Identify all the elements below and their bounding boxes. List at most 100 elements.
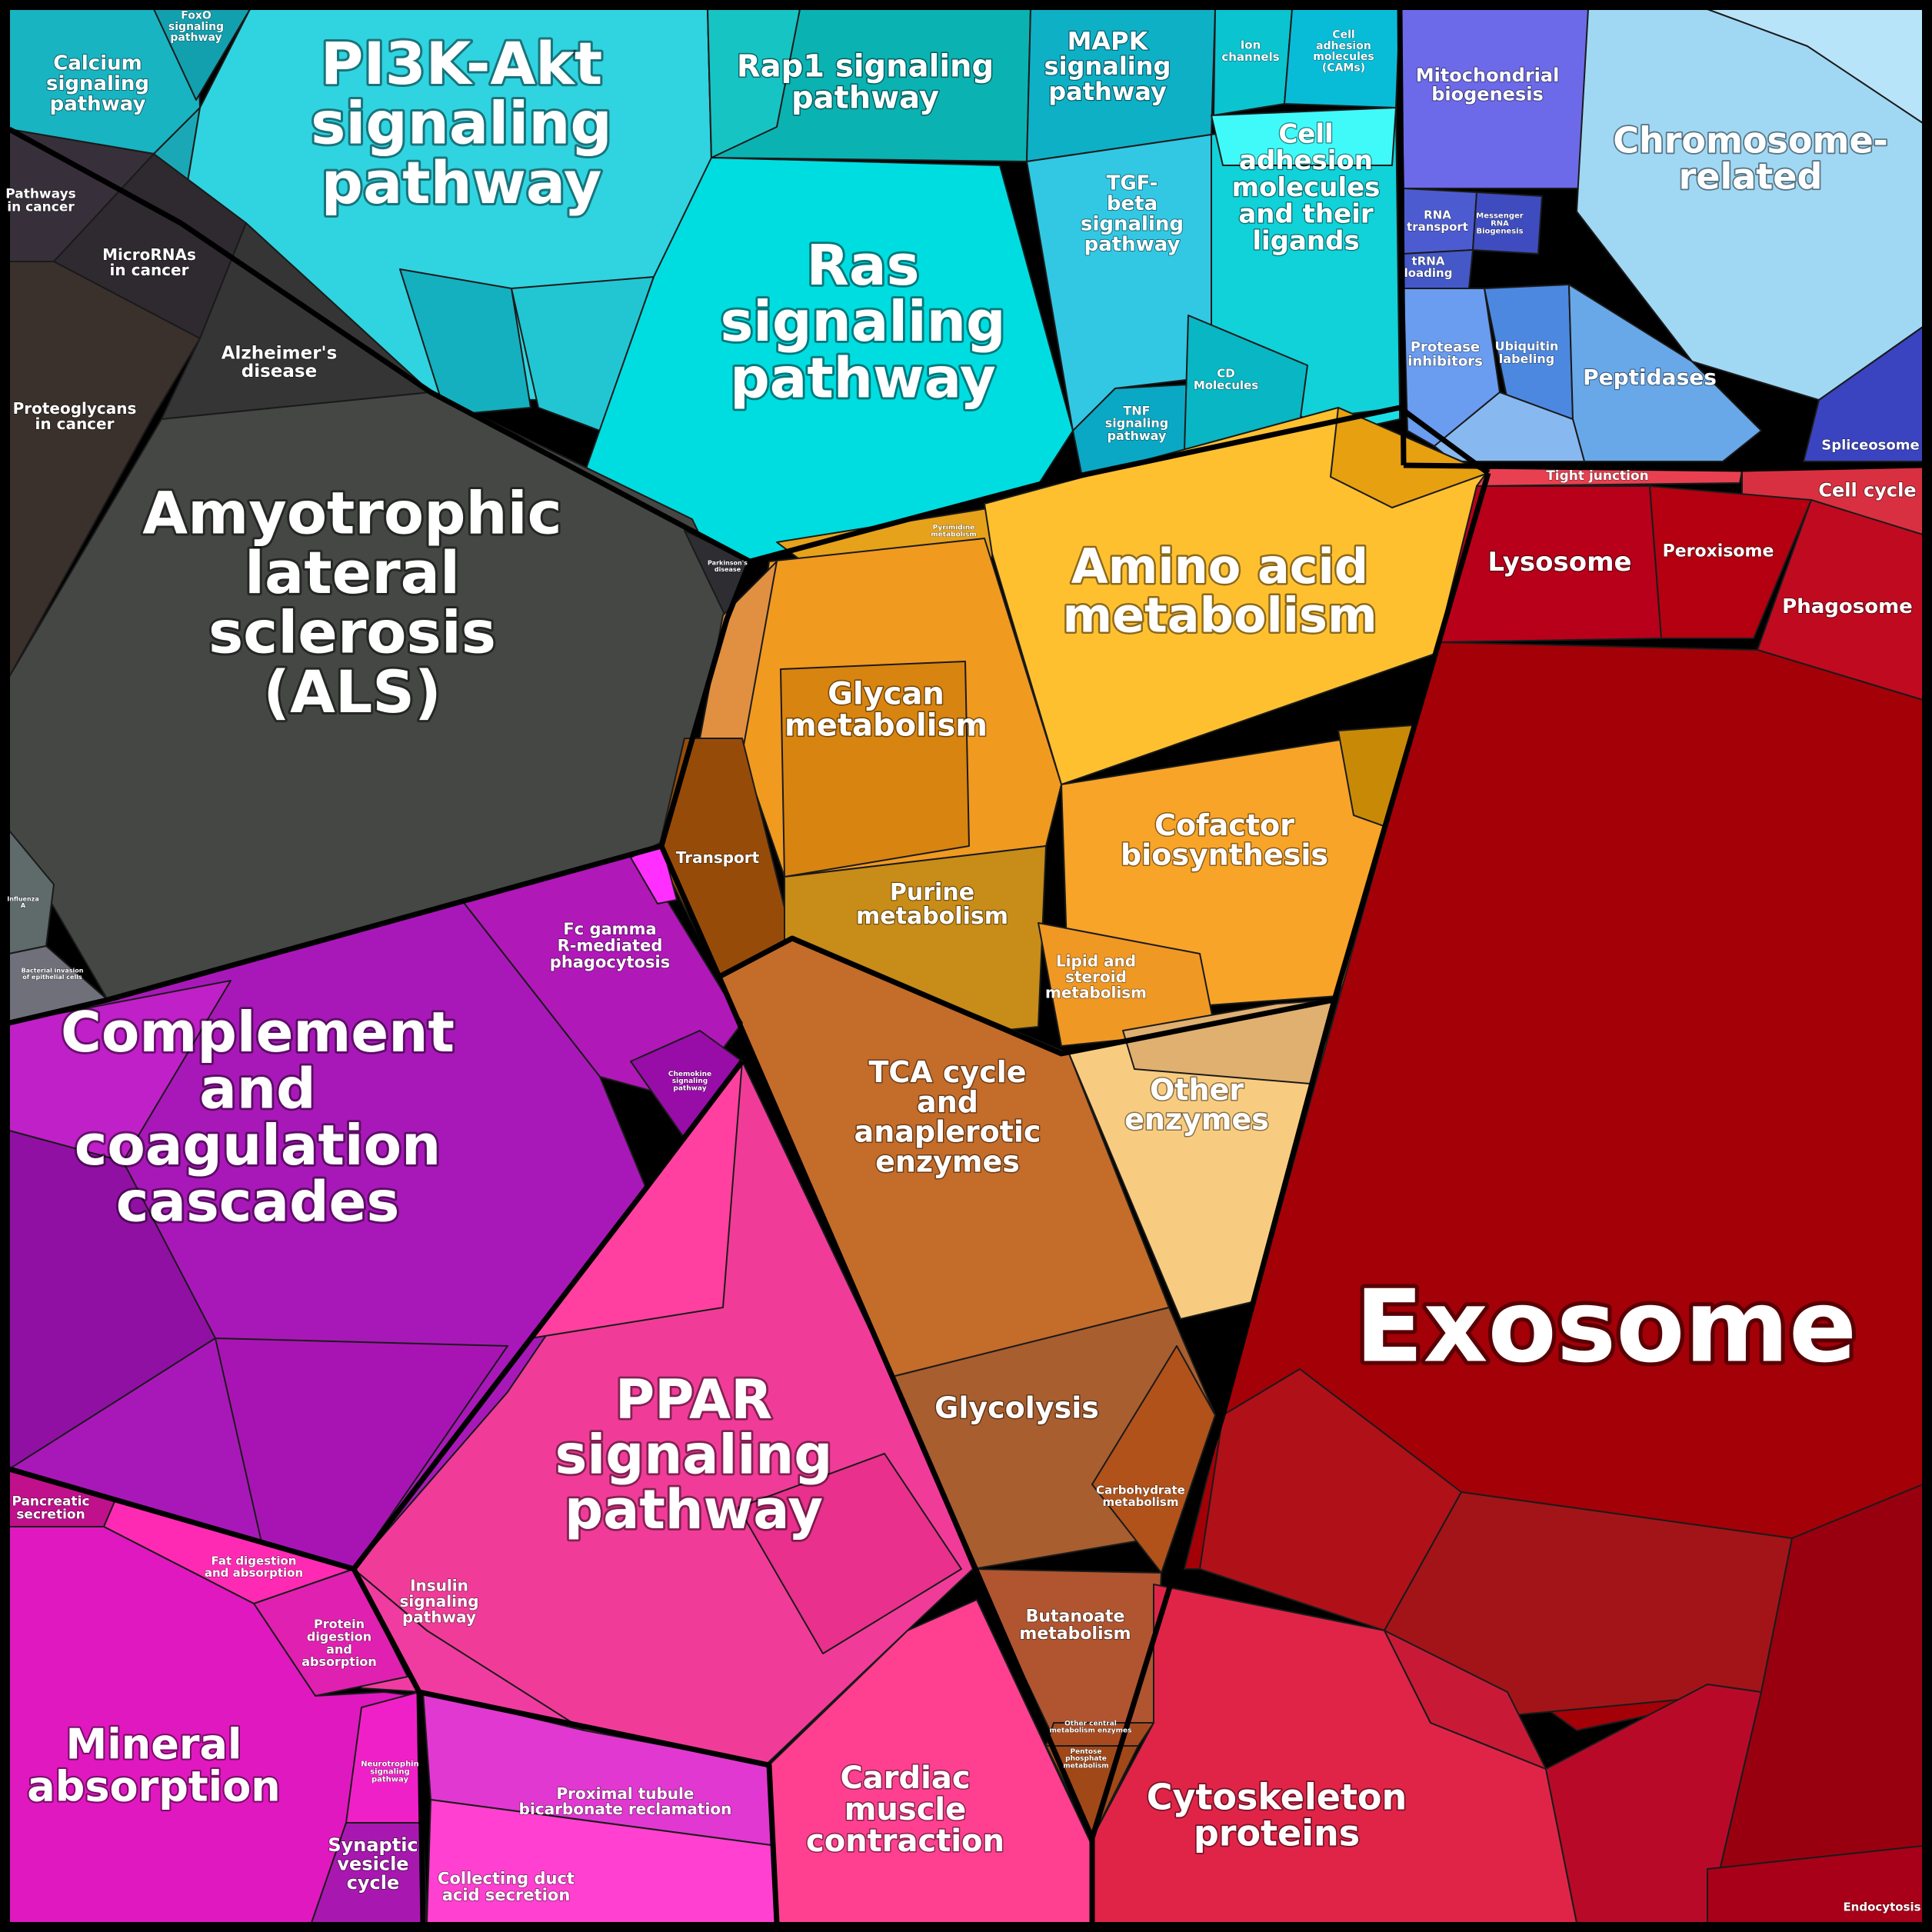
label-line: loading (1404, 266, 1453, 280)
border-signaling-disease (8, 126, 751, 565)
label-line: signaling (1105, 416, 1168, 431)
label-line: pathway (1084, 233, 1181, 256)
border-membrane-cellular (1403, 462, 1924, 472)
label-line: PI3K-Akt (321, 29, 602, 98)
label-line: Lipid and (1056, 952, 1136, 971)
label-line: pathway (170, 32, 222, 44)
label-line: Rap1 signaling (737, 49, 994, 85)
label-cardiac-muscle-contraction: Cardiac muscle contraction (806, 1760, 1004, 1859)
label-line: signaling (399, 1592, 478, 1611)
cell-red-bottom[interactable] (1545, 1684, 1762, 1924)
border-signaling-membrane (1397, 8, 1407, 466)
label-line: of epithelial cells (22, 974, 82, 981)
label-line: adhesion (1316, 40, 1371, 52)
label-alzheimers-disease: Alzheimer's disease (222, 343, 338, 381)
cell-pi3k-sub-b[interactable] (399, 268, 531, 416)
cell-messenger-rna[interactable] (1472, 192, 1543, 255)
group-metabolism (657, 407, 1489, 1839)
label-calcium-signaling-pathway: Calcium signaling pathway (46, 52, 149, 116)
label-line: pathway (565, 1478, 823, 1541)
label-cofactor-biosynthesis: Cofactor biosynthesis (1121, 808, 1328, 872)
cell-carbohydrate-metabolism[interactable] (1091, 1345, 1216, 1574)
label-ion-channels: Ion channels (1221, 38, 1279, 64)
label-line: metabolism enzymes (1050, 1727, 1132, 1735)
label-line: Ion (1241, 38, 1261, 52)
cell-tgf-beta[interactable] (1026, 134, 1212, 431)
label-line: Mineral (66, 1720, 242, 1768)
label-line: metabolism (1019, 1624, 1131, 1644)
label-line: disease (715, 566, 741, 573)
label-line: pathway (1108, 428, 1167, 443)
cell-membrane-small[interactable] (1434, 391, 1585, 462)
label-line: pathway (730, 346, 996, 411)
label-line: and absorption (205, 1566, 303, 1580)
label-line: contraction (806, 1824, 1004, 1859)
label-transport: Transport (676, 848, 760, 867)
label-line: Peptidases (1583, 365, 1717, 390)
label-line: metabolism (1062, 587, 1377, 643)
label-line: R-mediated (558, 936, 663, 954)
label-line: Endocytosis (1843, 1900, 1920, 1914)
label-collecting-duct-acid-secretion: Collecting duct acid secretion (438, 1870, 575, 1904)
cell-purine-metabolism[interactable] (784, 845, 1047, 1031)
label-line: Pyrimidine (933, 525, 975, 532)
label-influenza-a: Influenza A (7, 896, 38, 909)
border-ppar-inner-b (418, 1689, 780, 1924)
label-line: inhibitors (1407, 353, 1483, 369)
group-immune (8, 841, 743, 1570)
cell-peroxisome[interactable] (1649, 485, 1812, 639)
label-line: Amino acid (1071, 538, 1368, 595)
label-line: signaling (1081, 212, 1184, 235)
label-line: Influenza (7, 896, 38, 903)
label-trna-loading: tRNA loading (1404, 255, 1453, 280)
label-cell-cycle: Cell cycle (1818, 479, 1916, 501)
label-line: Collecting duct (438, 1870, 575, 1888)
label-line: Neurotrophin (361, 1760, 418, 1768)
label-line: pathway (791, 80, 939, 115)
label-line: tRNA (1412, 255, 1445, 268)
label-exosome: Exosome (1355, 1268, 1857, 1385)
cell-cell-adhesion-top[interactable] (1211, 107, 1397, 166)
label-line: PPAR (615, 1368, 772, 1431)
cell-glycan-sub[interactable] (780, 661, 970, 878)
label-line: biosynthesis (1121, 838, 1328, 872)
label-line: metabolism (784, 708, 988, 743)
label-line: Phagosome (1782, 595, 1913, 618)
label-line: signaling (311, 89, 612, 158)
label-line: enzymes (1124, 1103, 1269, 1137)
label-line: metabolism (1045, 983, 1147, 1001)
label-line: in cancer (35, 415, 115, 433)
label-line: biogenesis (1431, 84, 1544, 105)
label-glycolysis: Glycolysis (934, 1391, 1099, 1424)
label-line: pathway (321, 148, 602, 217)
label-line: Parkinson's (708, 560, 748, 567)
label-line: and (326, 1642, 352, 1657)
label-line: Fat digestion (212, 1554, 297, 1568)
label-line: molecules (1232, 172, 1381, 203)
labels-layer: Calcium signaling pathway FoxO signaling pat… (5, 9, 1922, 1914)
label-lipid-and-steroid-metabolism: Lipid and steroid metabolism (1045, 952, 1147, 1002)
label-line: signaling (672, 1078, 708, 1085)
label-line: Insulin (410, 1577, 468, 1595)
cell-amino-acid-sub[interactable] (1330, 407, 1489, 508)
label-neurotrophin-signaling-pathway: Neurotrophin signaling pathway (361, 1760, 418, 1784)
label-line: Cytoskeleton (1147, 1777, 1407, 1818)
label-line: Cell (1332, 28, 1354, 41)
label-line: signaling (555, 1424, 833, 1487)
label-messenger-rna-biogenesis: Messenger RNA Biogenesis (1476, 212, 1523, 235)
label-synaptic-vesicle-cycle: Synaptic vesicle cycle (328, 1834, 418, 1894)
border-metabolism-cellular (1089, 472, 1491, 1923)
cell-exosome-sub-b[interactable] (1384, 1491, 1793, 1724)
label-endocytosis: Endocytosis (1843, 1900, 1920, 1914)
label-line: Glycan (828, 677, 944, 712)
label-cd-molecules: CD Molecules (1194, 367, 1258, 392)
label-line: ligands (1252, 225, 1359, 256)
label-line: TCA cycle (868, 1055, 1026, 1089)
border-immune-ppar (8, 1059, 744, 1572)
cell-ppar-sub-b[interactable] (738, 1453, 962, 1654)
label-line: CD (1217, 367, 1234, 381)
label-spliceosome: Spliceosome (1821, 437, 1919, 453)
label-line: Transport (676, 848, 760, 867)
